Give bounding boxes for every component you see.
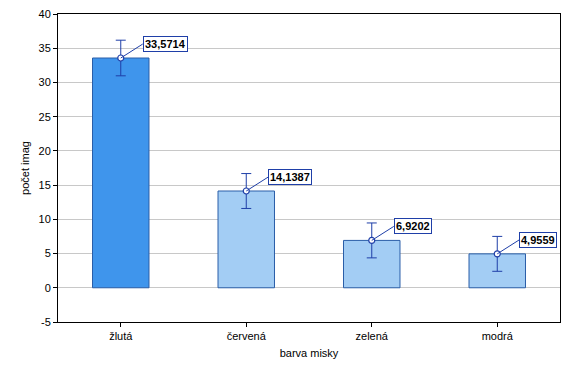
svg-text:40: 40 bbox=[39, 8, 51, 20]
svg-text:33,5714: 33,5714 bbox=[145, 38, 186, 50]
svg-text:10: 10 bbox=[39, 213, 51, 225]
svg-text:žlutá: žlutá bbox=[109, 330, 133, 342]
svg-text:20: 20 bbox=[39, 145, 51, 157]
svg-text:35: 35 bbox=[39, 42, 51, 54]
svg-text:0: 0 bbox=[45, 282, 51, 294]
svg-text:červená: červená bbox=[227, 330, 267, 342]
svg-text:4,9559: 4,9559 bbox=[521, 234, 555, 246]
svg-text:počet imag: počet imag bbox=[19, 141, 31, 195]
svg-text:-5: -5 bbox=[41, 316, 51, 328]
svg-text:zelená: zelená bbox=[356, 330, 389, 342]
svg-text:14,1387: 14,1387 bbox=[270, 171, 310, 183]
svg-text:25: 25 bbox=[39, 111, 51, 123]
svg-text:barva misky: barva misky bbox=[280, 347, 339, 359]
svg-text:modrá: modrá bbox=[482, 330, 514, 342]
svg-text:5: 5 bbox=[45, 247, 51, 259]
svg-text:15: 15 bbox=[39, 179, 51, 191]
svg-text:30: 30 bbox=[39, 76, 51, 88]
svg-text:6,9202: 6,9202 bbox=[396, 220, 430, 232]
